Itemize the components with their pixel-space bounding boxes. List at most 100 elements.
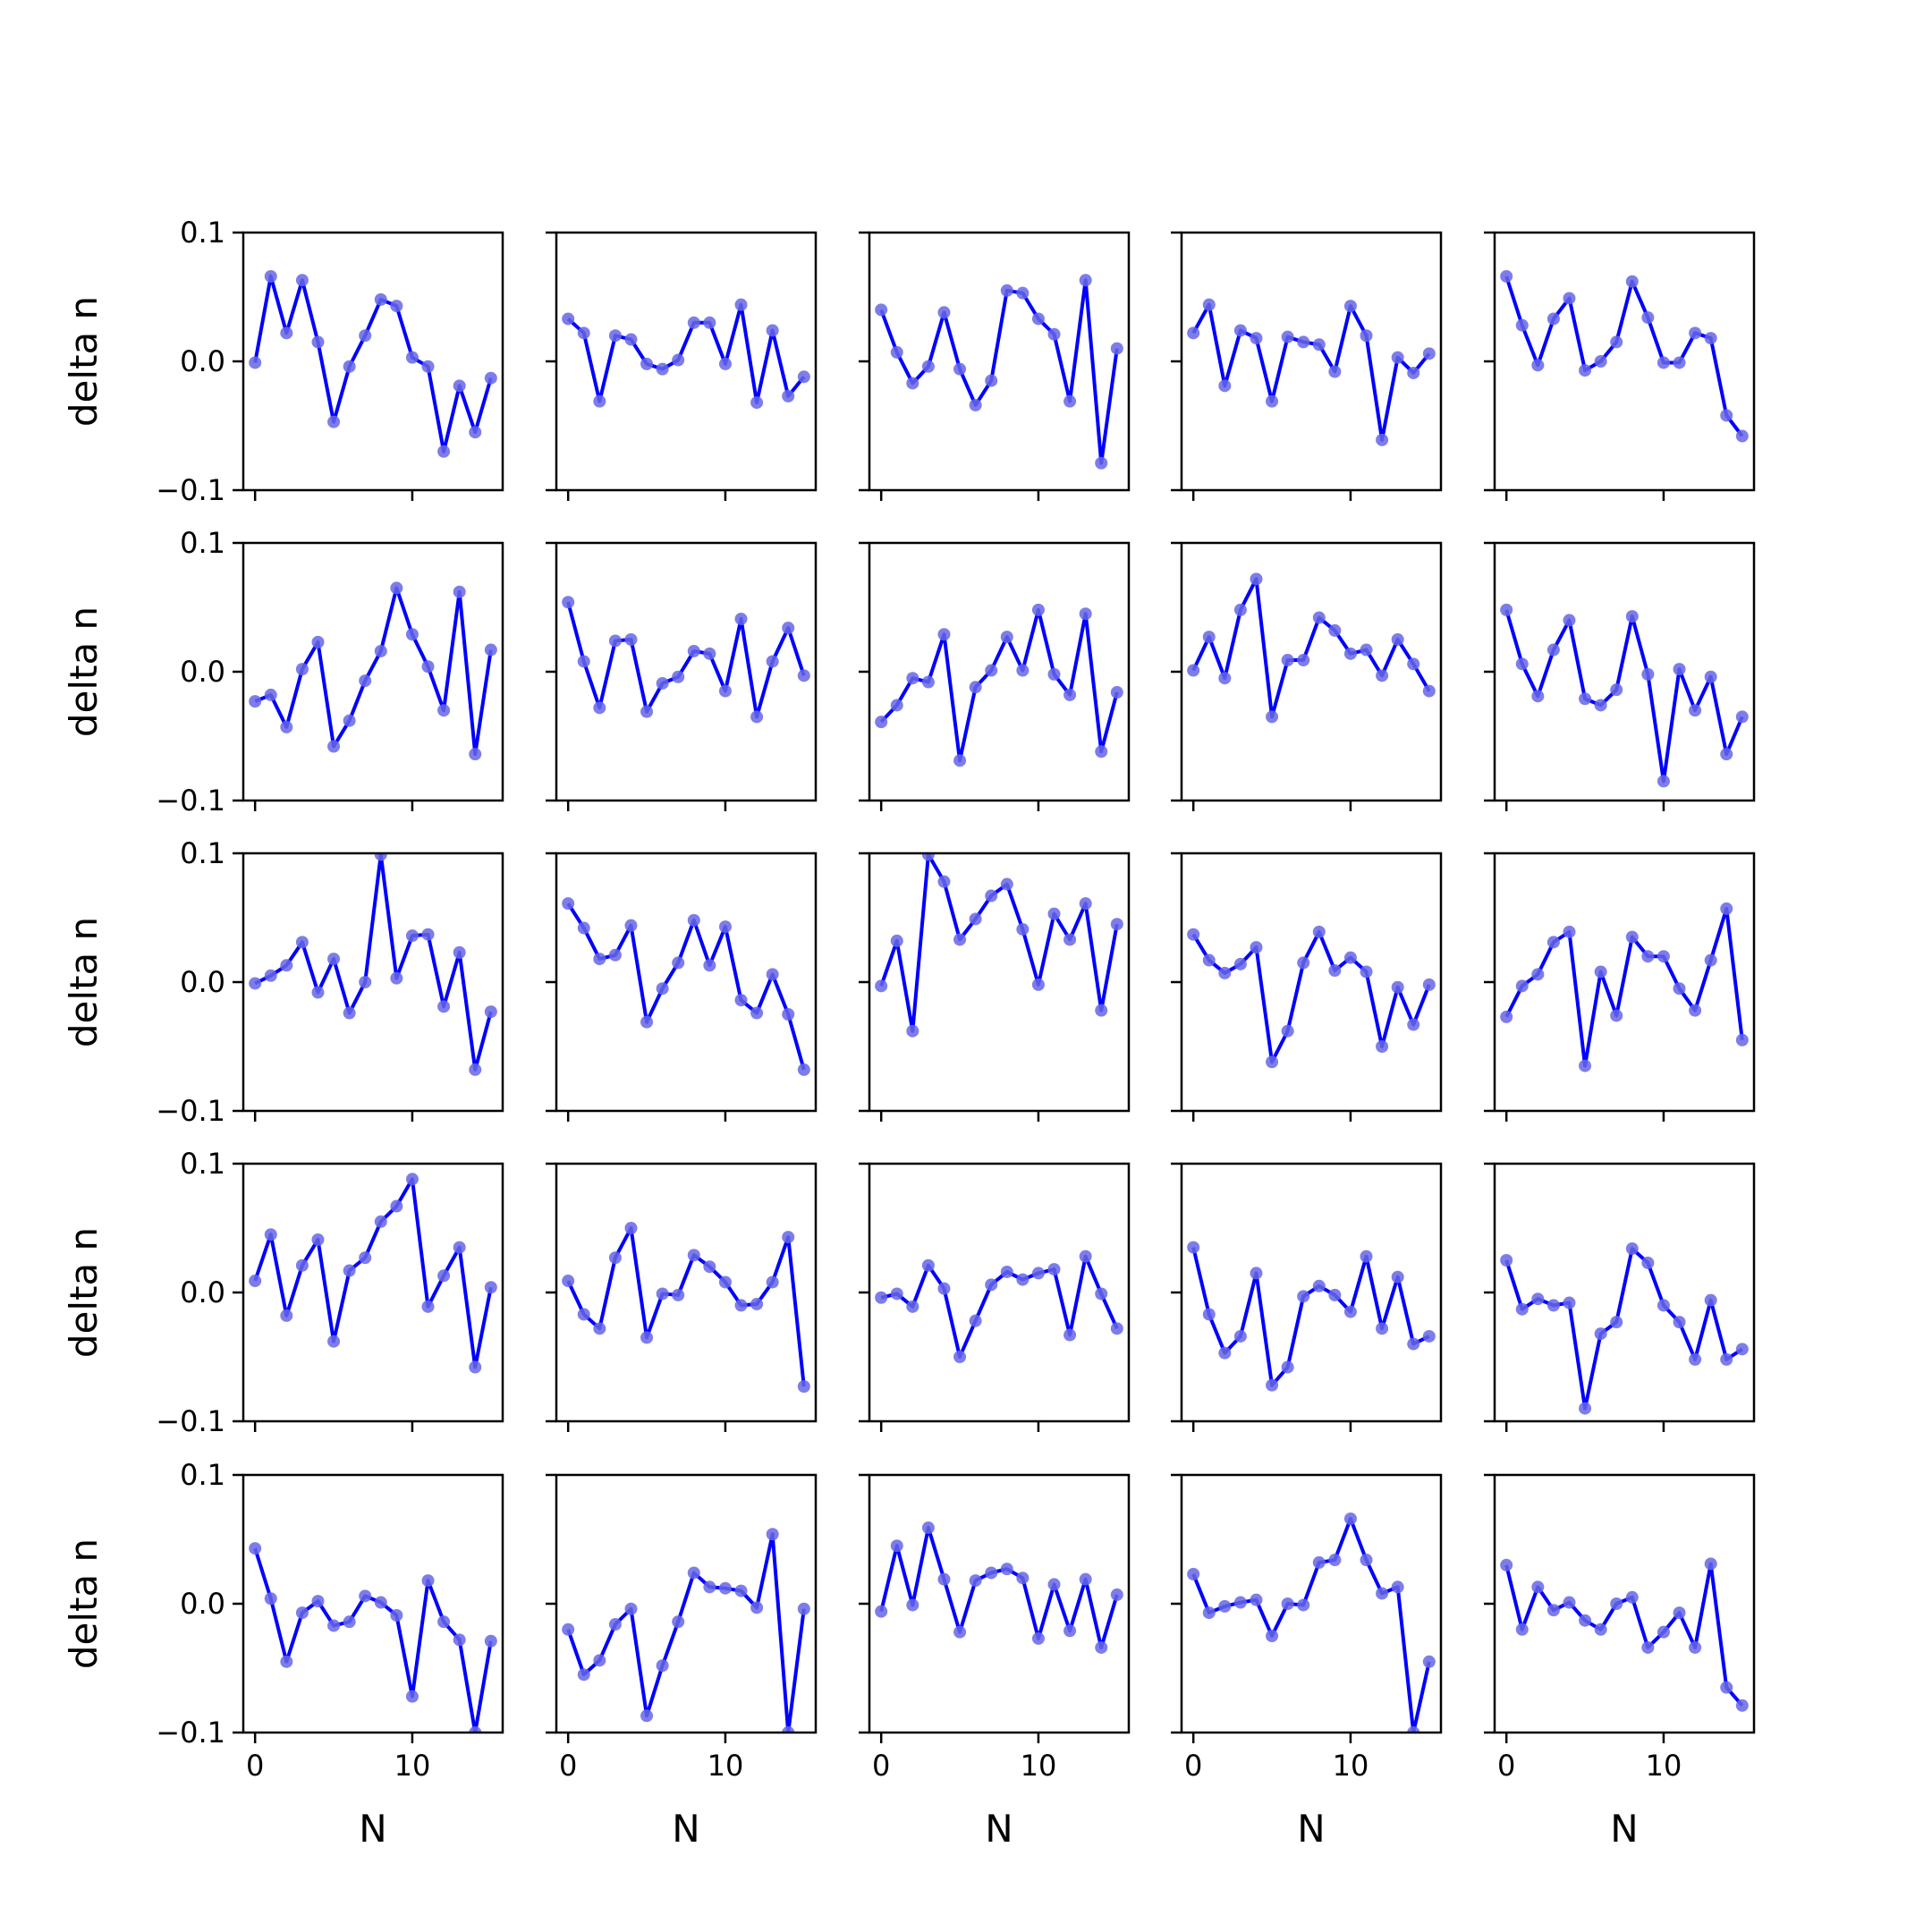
data-point bbox=[1312, 338, 1326, 352]
subplot-4-3 bbox=[859, 1162, 1131, 1432]
data-point bbox=[1407, 1337, 1420, 1351]
series-line bbox=[1504, 1247, 1743, 1411]
data-point bbox=[1594, 965, 1607, 979]
data-point bbox=[1250, 332, 1263, 345]
data-point bbox=[782, 622, 795, 635]
data-point bbox=[1720, 1352, 1733, 1366]
data-point bbox=[985, 889, 998, 902]
data-point bbox=[405, 351, 419, 364]
data-point bbox=[1031, 603, 1045, 616]
y-tick-label: −0.1 bbox=[156, 784, 225, 818]
data-point bbox=[1218, 1346, 1232, 1360]
x-tick-label: 10 bbox=[1021, 1749, 1057, 1783]
data-point bbox=[1563, 614, 1576, 627]
data-point bbox=[797, 370, 810, 384]
data-point bbox=[1202, 953, 1216, 967]
data-point bbox=[280, 1655, 293, 1668]
series-line bbox=[880, 1254, 1119, 1359]
data-point bbox=[249, 356, 262, 369]
data-point bbox=[1079, 274, 1092, 287]
data-point bbox=[1610, 683, 1623, 697]
data-point bbox=[766, 968, 779, 981]
data-point bbox=[1250, 1267, 1263, 1280]
data-point bbox=[656, 982, 669, 996]
series-line bbox=[566, 1226, 806, 1387]
data-point bbox=[1343, 1512, 1357, 1525]
x-tick-label: 10 bbox=[1333, 1749, 1369, 1783]
data-point bbox=[1500, 1558, 1513, 1572]
data-point bbox=[1297, 956, 1310, 970]
data-point bbox=[359, 1251, 372, 1265]
plot-frame bbox=[242, 231, 504, 492]
data-point bbox=[797, 1063, 810, 1076]
data-point bbox=[1735, 1033, 1749, 1046]
data-point bbox=[1328, 1554, 1342, 1567]
data-point bbox=[969, 1314, 982, 1327]
data-point bbox=[1343, 647, 1357, 660]
plot-frame bbox=[868, 541, 1131, 802]
data-point bbox=[405, 1690, 419, 1703]
data-point bbox=[1202, 1606, 1216, 1620]
subplot-1-3 bbox=[859, 231, 1131, 501]
data-point bbox=[484, 1634, 497, 1648]
series-line bbox=[1504, 906, 1744, 1068]
data-point bbox=[782, 1726, 795, 1733]
series-line bbox=[1191, 1247, 1430, 1387]
data-point bbox=[562, 897, 575, 911]
data-point bbox=[405, 929, 419, 943]
subplot-5-5: 0 10N bbox=[1484, 1473, 1756, 1851]
data-point bbox=[608, 948, 622, 962]
data-point bbox=[1531, 1292, 1545, 1306]
data-point bbox=[687, 913, 700, 927]
data-point bbox=[1610, 335, 1623, 349]
data-point bbox=[1000, 1265, 1013, 1278]
data-point bbox=[1641, 1256, 1655, 1269]
data-point bbox=[1689, 704, 1702, 717]
data-point bbox=[1594, 1623, 1607, 1636]
data-point bbox=[1218, 966, 1232, 979]
data-point bbox=[1376, 1040, 1389, 1053]
data-point bbox=[469, 1360, 482, 1374]
data-point bbox=[608, 1618, 622, 1631]
data-point bbox=[390, 300, 403, 313]
subplot-2-3 bbox=[859, 541, 1131, 811]
y-tick-label: 0.1 bbox=[180, 836, 225, 870]
y-tick-label: −0.1 bbox=[156, 1716, 225, 1750]
data-point bbox=[640, 1709, 654, 1723]
data-point bbox=[687, 316, 700, 329]
data-point bbox=[1625, 275, 1639, 288]
data-point bbox=[656, 1659, 669, 1673]
data-point bbox=[1095, 1287, 1108, 1301]
data-point bbox=[1579, 1614, 1592, 1627]
data-point bbox=[1047, 1578, 1061, 1591]
data-point bbox=[1594, 1327, 1607, 1341]
data-point bbox=[985, 1566, 998, 1580]
x-axis-label: N bbox=[359, 1807, 386, 1851]
data-point bbox=[1531, 690, 1545, 703]
data-point bbox=[1079, 607, 1092, 621]
data-point bbox=[906, 672, 919, 685]
data-point bbox=[390, 1608, 403, 1622]
data-point bbox=[1407, 1018, 1420, 1031]
data-point bbox=[890, 1539, 903, 1553]
data-point bbox=[1689, 1004, 1702, 1017]
data-point bbox=[359, 1589, 372, 1603]
data-point bbox=[577, 1308, 590, 1321]
data-point bbox=[1202, 298, 1216, 311]
data-point bbox=[985, 664, 998, 677]
data-point bbox=[1641, 1640, 1655, 1654]
data-point bbox=[437, 1000, 451, 1013]
subplot-5-1: −0.1 0.0 0.1 0 10 delta n N bbox=[62, 1458, 504, 1851]
data-point bbox=[890, 934, 903, 947]
y-tick-label: 0.1 bbox=[180, 216, 225, 250]
data-point bbox=[562, 596, 575, 609]
series-line bbox=[879, 607, 1119, 763]
data-point bbox=[1281, 330, 1294, 343]
data-point bbox=[1735, 429, 1749, 443]
data-point bbox=[672, 1288, 685, 1301]
data-point bbox=[593, 701, 606, 715]
data-point bbox=[969, 681, 982, 694]
data-point bbox=[687, 1566, 700, 1580]
data-point bbox=[1095, 1640, 1108, 1654]
subplot-3-4 bbox=[1171, 852, 1443, 1122]
